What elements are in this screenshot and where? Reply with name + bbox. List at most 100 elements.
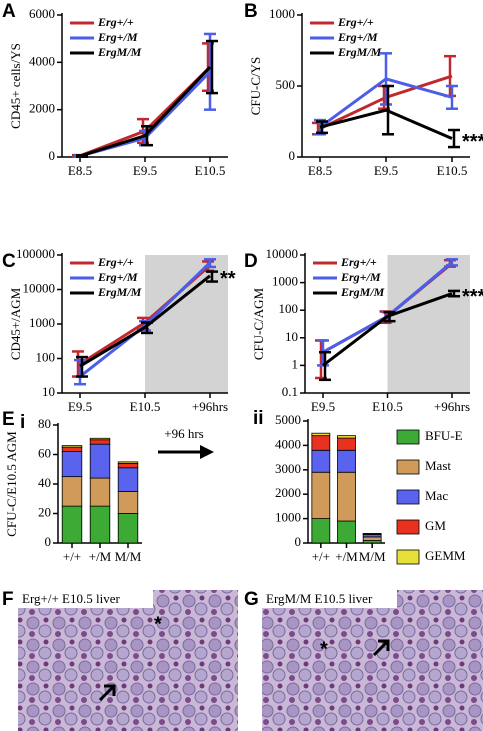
legend-label: Erg+/M — [97, 270, 138, 284]
legend-label: Erg+/M — [97, 30, 138, 44]
legend-label: Erg+/+ — [340, 255, 377, 269]
y-tick-label: 0 — [49, 148, 56, 163]
series-line — [79, 274, 211, 368]
y-tick-label: 0 — [289, 148, 296, 163]
error-bar — [380, 52, 392, 106]
bar-segment — [311, 518, 331, 544]
panel-label: A — [2, 1, 16, 22]
bar-segment — [61, 445, 83, 448]
bar-segment — [117, 461, 139, 464]
bar-segment — [362, 536, 382, 541]
subpanel-label: i — [20, 412, 25, 433]
subpanel-label: ii — [253, 408, 264, 429]
error-bar — [141, 321, 153, 335]
y-tick-label: 0 — [295, 534, 302, 549]
x-tick-label: M/M — [359, 549, 386, 564]
bar-segment — [311, 449, 331, 473]
y-tick-label: 1000 — [269, 6, 295, 21]
error-bar — [446, 258, 458, 267]
legend-swatch — [396, 489, 420, 505]
y-axis-title: CD45+/AGM — [8, 287, 23, 360]
error-bar — [382, 84, 394, 136]
y-axis-title: CFU-C/YS — [248, 57, 263, 116]
error-bar — [76, 355, 88, 378]
bar-segment — [61, 476, 83, 507]
cell-arrow — [98, 684, 116, 702]
y-tick-label: 1 — [292, 356, 299, 371]
x-tick-label: E9.5 — [68, 399, 92, 414]
bar-segment — [61, 446, 83, 452]
y-tick-label: 2000 — [29, 101, 55, 116]
y-tick-label: 100 — [36, 349, 56, 364]
y-tick-label: 20 — [38, 504, 51, 519]
significance: *** — [462, 131, 483, 153]
legend-label: ErgM/M — [337, 45, 382, 59]
y-tick-label: 40 — [38, 475, 51, 490]
x-tick-label: E9.5 — [374, 163, 398, 178]
y-tick-label: 1000 — [29, 315, 55, 330]
x-tick-label: E10.5 — [437, 163, 468, 178]
caption: Erg+/+ E10.5 liver — [22, 591, 120, 606]
bar-segment — [117, 467, 139, 492]
cell-asterisk: * — [320, 638, 328, 660]
x-tick-label: M/M — [115, 549, 142, 564]
bar-segment — [117, 490, 139, 514]
x-tick-label: E10.5 — [195, 163, 226, 178]
y-tick-label: 60 — [38, 445, 51, 460]
y-axis-title: CD45+ cells/YS — [8, 43, 23, 129]
x-tick-label: E10.5 — [130, 399, 161, 414]
bar-segment — [311, 435, 331, 451]
legend-swatch — [396, 429, 420, 445]
bar-segment — [337, 437, 356, 451]
bar-segment — [337, 471, 356, 522]
y-axis-title: CFU-C/AGM — [251, 287, 266, 360]
bar-segment — [89, 505, 111, 544]
bar-segment — [337, 520, 356, 544]
series-line — [79, 66, 212, 158]
x-tick-label: +/+ — [63, 549, 81, 564]
x-tick-label: +96hrs — [192, 399, 228, 414]
error-bar — [446, 84, 458, 110]
y-axis-title: CFU-C/E10.5 AGM — [4, 431, 19, 537]
y-tick-label: 6000 — [29, 6, 55, 21]
legend-label: GEMM — [425, 548, 466, 563]
caption-box — [18, 590, 153, 608]
panel-label: D — [244, 251, 258, 272]
micrograph — [18, 590, 238, 731]
bar-segment — [117, 462, 139, 469]
y-tick-label: 1000 — [272, 274, 298, 289]
x-tick-label: E8.5 — [308, 163, 332, 178]
y-tick-label: 4000 — [29, 53, 55, 68]
error-bar — [141, 124, 153, 147]
error-bar — [319, 350, 331, 382]
y-tick-label: 100000 — [16, 246, 55, 261]
legend-label: Erg+/M — [340, 270, 381, 284]
error-bar — [448, 289, 460, 298]
significance: *** — [462, 286, 483, 308]
y-tick-label: 1000 — [275, 510, 301, 525]
panel-label: G — [244, 589, 259, 610]
error-bar — [383, 310, 396, 323]
legend-label: Erg+/M — [337, 30, 378, 44]
legend-label: Mac — [425, 488, 448, 503]
legend-label: ErgM/M — [97, 285, 142, 299]
error-bar — [76, 154, 88, 159]
y-tick-label: 10000 — [23, 280, 56, 295]
bar-segment — [337, 449, 356, 473]
legend-label: ErgM/M — [340, 285, 385, 299]
error-bar — [204, 32, 216, 111]
cell-asterisk: * — [154, 613, 162, 635]
y-tick-label: 500 — [276, 77, 296, 92]
error-bar — [316, 120, 328, 135]
y-tick-label: 5000 — [275, 412, 301, 427]
legend-label: ErgM/M — [97, 45, 142, 59]
bar-segment — [89, 477, 111, 507]
x-tick-label: +96hrs — [434, 399, 470, 414]
error-bar — [206, 270, 218, 283]
x-tick-label: E8.5 — [68, 163, 92, 178]
panel-label: C — [2, 251, 16, 272]
bar-segment — [117, 513, 139, 544]
y-tick-label: 10000 — [266, 246, 299, 261]
